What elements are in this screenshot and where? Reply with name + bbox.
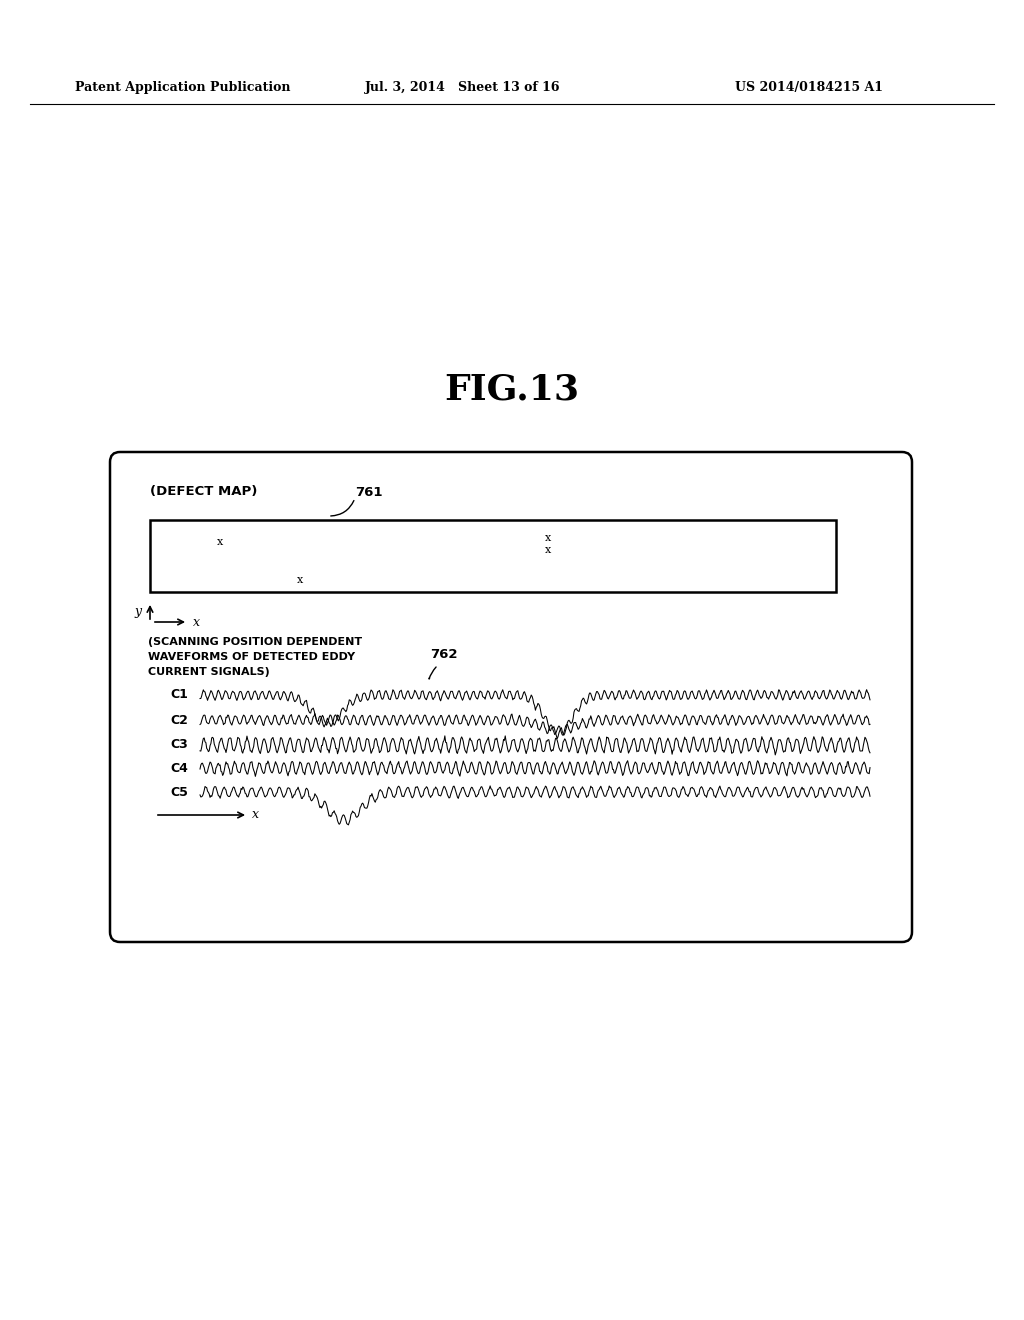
Text: C1: C1 — [170, 689, 188, 701]
FancyBboxPatch shape — [110, 451, 912, 942]
Text: WAVEFORMS OF DETECTED EDDY: WAVEFORMS OF DETECTED EDDY — [148, 652, 355, 663]
Text: x: x — [545, 533, 551, 543]
Text: x: x — [217, 537, 223, 546]
Text: 761: 761 — [355, 486, 383, 499]
Text: C3: C3 — [170, 738, 188, 751]
Text: x: x — [297, 576, 303, 585]
FancyArrowPatch shape — [331, 500, 354, 516]
Text: y: y — [134, 606, 141, 619]
Text: C4: C4 — [170, 762, 188, 775]
Text: (DEFECT MAP): (DEFECT MAP) — [150, 486, 257, 499]
FancyArrowPatch shape — [429, 667, 436, 678]
Text: US 2014/0184215 A1: US 2014/0184215 A1 — [735, 82, 883, 95]
Text: 762: 762 — [430, 648, 458, 661]
Text: x: x — [252, 808, 259, 821]
Text: x: x — [193, 615, 200, 628]
Text: Jul. 3, 2014   Sheet 13 of 16: Jul. 3, 2014 Sheet 13 of 16 — [365, 82, 560, 95]
Text: CURRENT SIGNALS): CURRENT SIGNALS) — [148, 667, 269, 677]
Text: C2: C2 — [170, 714, 188, 726]
Text: Patent Application Publication: Patent Application Publication — [75, 82, 291, 95]
Text: FIG.13: FIG.13 — [444, 374, 580, 407]
Text: (SCANNING POSITION DEPENDENT: (SCANNING POSITION DEPENDENT — [148, 638, 362, 647]
Text: x: x — [545, 545, 551, 554]
Text: C5: C5 — [170, 785, 188, 799]
Bar — [150, 520, 836, 591]
